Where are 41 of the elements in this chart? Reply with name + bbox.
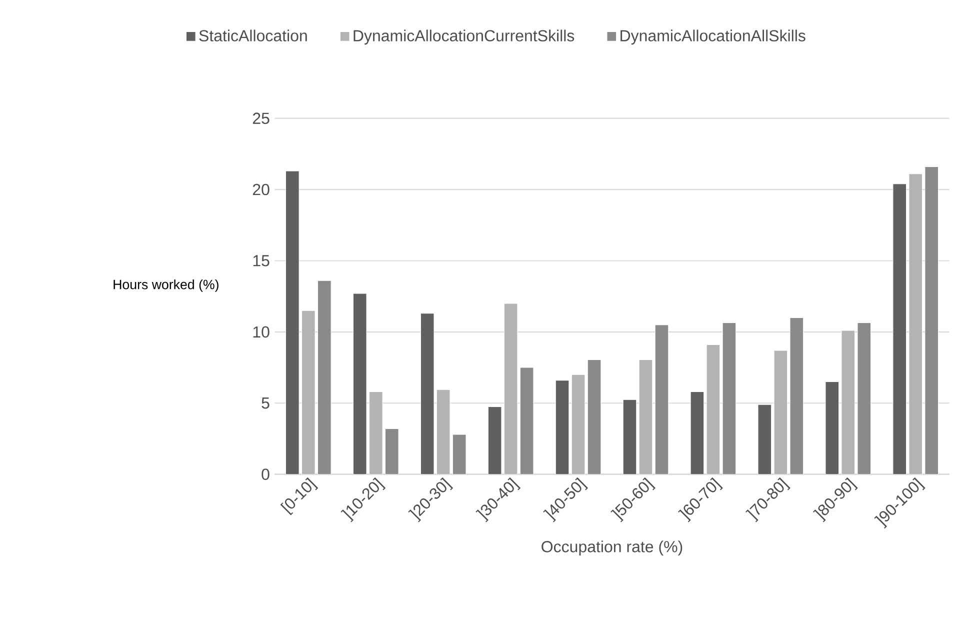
bar	[706, 344, 720, 474]
legend-label: DynamicAllocationCurrentSkills	[354, 30, 574, 45]
y-tick-label: 10	[253, 326, 270, 338]
bar	[352, 293, 367, 474]
bar	[758, 404, 772, 474]
bar	[555, 380, 570, 474]
y-tick-label: 15	[253, 255, 270, 266]
bar	[654, 324, 669, 474]
bar	[301, 310, 316, 474]
bar	[571, 374, 586, 474]
bar	[488, 406, 502, 474]
legend-label: DynamicAllocationAllSkills	[620, 30, 806, 45]
bar	[436, 389, 450, 474]
bar	[790, 317, 804, 474]
y-tick-label: 20	[252, 184, 270, 196]
x-axis-title: Occupation rate (%)	[542, 540, 682, 556]
bar	[924, 166, 939, 474]
y-tick-label: 25	[252, 112, 270, 124]
bar	[285, 170, 300, 474]
bar	[857, 322, 872, 474]
legend-label: StaticAllocation	[199, 30, 307, 42]
bar	[638, 359, 653, 474]
bar	[587, 359, 602, 474]
bar	[504, 303, 518, 474]
bar	[622, 399, 637, 474]
bar	[690, 391, 704, 474]
y-tick-label: 0	[262, 468, 270, 480]
bar	[908, 174, 923, 474]
bar	[841, 330, 856, 474]
y-axis-title: Hours worked (%)	[114, 279, 218, 292]
bar	[892, 184, 907, 474]
bar	[317, 280, 332, 474]
bar	[452, 434, 466, 474]
bar	[420, 313, 434, 474]
y-tick-label: 5	[262, 398, 270, 409]
bar	[825, 382, 840, 474]
bar	[368, 391, 383, 474]
bar	[774, 350, 788, 474]
bar	[722, 322, 736, 474]
bar	[520, 367, 534, 474]
bar	[384, 428, 399, 474]
